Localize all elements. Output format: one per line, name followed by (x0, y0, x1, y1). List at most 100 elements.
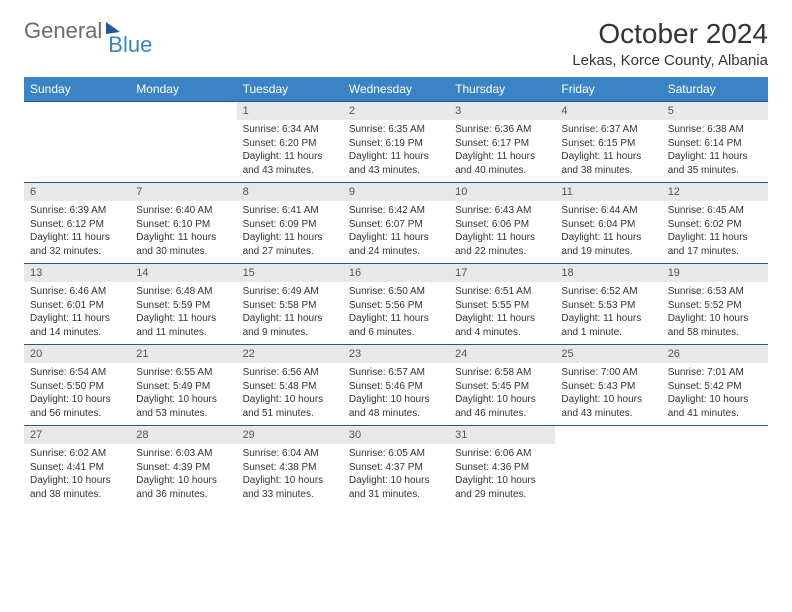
day-number: 2 (343, 102, 449, 120)
day-cell: 26Sunrise: 7:01 AMSunset: 5:42 PMDayligh… (662, 345, 768, 426)
day-number: 17 (449, 264, 555, 282)
day-info: Sunrise: 6:48 AMSunset: 5:59 PMDaylight:… (130, 282, 236, 344)
day-cell: 23Sunrise: 6:57 AMSunset: 5:46 PMDayligh… (343, 345, 449, 426)
day-info: Sunrise: 6:49 AMSunset: 5:58 PMDaylight:… (237, 282, 343, 344)
day-cell: 4Sunrise: 6:37 AMSunset: 6:15 PMDaylight… (555, 102, 661, 183)
day-cell: 6Sunrise: 6:39 AMSunset: 6:12 PMDaylight… (24, 183, 130, 264)
day-header: Tuesday (237, 77, 343, 102)
day-info: Sunrise: 6:05 AMSunset: 4:37 PMDaylight:… (343, 444, 449, 506)
day-number: 26 (662, 345, 768, 363)
day-info: Sunrise: 6:51 AMSunset: 5:55 PMDaylight:… (449, 282, 555, 344)
day-number: 5 (662, 102, 768, 120)
day-cell: 3Sunrise: 6:36 AMSunset: 6:17 PMDaylight… (449, 102, 555, 183)
day-info: Sunrise: 6:58 AMSunset: 5:45 PMDaylight:… (449, 363, 555, 425)
day-cell: 27Sunrise: 6:02 AMSunset: 4:41 PMDayligh… (24, 426, 130, 507)
day-info: Sunrise: 6:38 AMSunset: 6:14 PMDaylight:… (662, 120, 768, 182)
day-cell: 16Sunrise: 6:50 AMSunset: 5:56 PMDayligh… (343, 264, 449, 345)
day-header: Friday (555, 77, 661, 102)
week-row: 27Sunrise: 6:02 AMSunset: 4:41 PMDayligh… (24, 426, 768, 507)
day-info: Sunrise: 6:45 AMSunset: 6:02 PMDaylight:… (662, 201, 768, 263)
day-number: 4 (555, 102, 661, 120)
day-cell: 22Sunrise: 6:56 AMSunset: 5:48 PMDayligh… (237, 345, 343, 426)
day-header: Thursday (449, 77, 555, 102)
day-info: Sunrise: 6:06 AMSunset: 4:36 PMDaylight:… (449, 444, 555, 506)
day-cell: 14Sunrise: 6:48 AMSunset: 5:59 PMDayligh… (130, 264, 236, 345)
title-block: October 2024 Lekas, Korce County, Albani… (572, 18, 768, 69)
day-cell (130, 102, 236, 183)
day-cell: 28Sunrise: 6:03 AMSunset: 4:39 PMDayligh… (130, 426, 236, 507)
day-number: 25 (555, 345, 661, 363)
day-number: 7 (130, 183, 236, 201)
day-cell: 7Sunrise: 6:40 AMSunset: 6:10 PMDaylight… (130, 183, 236, 264)
day-info: Sunrise: 6:44 AMSunset: 6:04 PMDaylight:… (555, 201, 661, 263)
day-cell: 12Sunrise: 6:45 AMSunset: 6:02 PMDayligh… (662, 183, 768, 264)
day-cell: 2Sunrise: 6:35 AMSunset: 6:19 PMDaylight… (343, 102, 449, 183)
day-number: 22 (237, 345, 343, 363)
day-number: 18 (555, 264, 661, 282)
day-cell: 15Sunrise: 6:49 AMSunset: 5:58 PMDayligh… (237, 264, 343, 345)
page-header: General Blue October 2024 Lekas, Korce C… (24, 18, 768, 69)
day-number: 8 (237, 183, 343, 201)
day-info: Sunrise: 6:46 AMSunset: 6:01 PMDaylight:… (24, 282, 130, 344)
day-cell (555, 426, 661, 507)
day-cell (662, 426, 768, 507)
logo: General Blue (24, 18, 152, 44)
location-text: Lekas, Korce County, Albania (572, 52, 768, 69)
day-info: Sunrise: 6:57 AMSunset: 5:46 PMDaylight:… (343, 363, 449, 425)
day-info: Sunrise: 6:42 AMSunset: 6:07 PMDaylight:… (343, 201, 449, 263)
day-info: Sunrise: 6:03 AMSunset: 4:39 PMDaylight:… (130, 444, 236, 506)
day-info: Sunrise: 6:34 AMSunset: 6:20 PMDaylight:… (237, 120, 343, 182)
day-cell: 13Sunrise: 6:46 AMSunset: 6:01 PMDayligh… (24, 264, 130, 345)
calendar-table: SundayMondayTuesdayWednesdayThursdayFrid… (24, 77, 768, 506)
day-cell: 29Sunrise: 6:04 AMSunset: 4:38 PMDayligh… (237, 426, 343, 507)
week-row: 13Sunrise: 6:46 AMSunset: 6:01 PMDayligh… (24, 264, 768, 345)
day-cell (24, 102, 130, 183)
day-info: Sunrise: 6:41 AMSunset: 6:09 PMDaylight:… (237, 201, 343, 263)
day-info: Sunrise: 6:40 AMSunset: 6:10 PMDaylight:… (130, 201, 236, 263)
day-cell: 18Sunrise: 6:52 AMSunset: 5:53 PMDayligh… (555, 264, 661, 345)
week-row: 6Sunrise: 6:39 AMSunset: 6:12 PMDaylight… (24, 183, 768, 264)
calendar-body: 1Sunrise: 6:34 AMSunset: 6:20 PMDaylight… (24, 102, 768, 507)
day-info: Sunrise: 6:56 AMSunset: 5:48 PMDaylight:… (237, 363, 343, 425)
day-info: Sunrise: 6:04 AMSunset: 4:38 PMDaylight:… (237, 444, 343, 506)
day-number: 13 (24, 264, 130, 282)
day-cell: 1Sunrise: 6:34 AMSunset: 6:20 PMDaylight… (237, 102, 343, 183)
day-cell: 20Sunrise: 6:54 AMSunset: 5:50 PMDayligh… (24, 345, 130, 426)
day-number: 6 (24, 183, 130, 201)
day-cell: 10Sunrise: 6:43 AMSunset: 6:06 PMDayligh… (449, 183, 555, 264)
day-number: 28 (130, 426, 236, 444)
day-number: 3 (449, 102, 555, 120)
day-cell: 17Sunrise: 6:51 AMSunset: 5:55 PMDayligh… (449, 264, 555, 345)
day-info: Sunrise: 6:36 AMSunset: 6:17 PMDaylight:… (449, 120, 555, 182)
day-number: 10 (449, 183, 555, 201)
day-info: Sunrise: 6:39 AMSunset: 6:12 PMDaylight:… (24, 201, 130, 263)
day-info: Sunrise: 6:35 AMSunset: 6:19 PMDaylight:… (343, 120, 449, 182)
day-cell: 9Sunrise: 6:42 AMSunset: 6:07 PMDaylight… (343, 183, 449, 264)
day-cell: 21Sunrise: 6:55 AMSunset: 5:49 PMDayligh… (130, 345, 236, 426)
day-number: 27 (24, 426, 130, 444)
day-cell: 30Sunrise: 6:05 AMSunset: 4:37 PMDayligh… (343, 426, 449, 507)
day-info: Sunrise: 7:00 AMSunset: 5:43 PMDaylight:… (555, 363, 661, 425)
day-header: Sunday (24, 77, 130, 102)
calendar-header-row: SundayMondayTuesdayWednesdayThursdayFrid… (24, 77, 768, 102)
day-number: 1 (237, 102, 343, 120)
day-header: Monday (130, 77, 236, 102)
week-row: 1Sunrise: 6:34 AMSunset: 6:20 PMDaylight… (24, 102, 768, 183)
day-info: Sunrise: 6:43 AMSunset: 6:06 PMDaylight:… (449, 201, 555, 263)
day-info: Sunrise: 6:53 AMSunset: 5:52 PMDaylight:… (662, 282, 768, 344)
day-number: 29 (237, 426, 343, 444)
day-info: Sunrise: 6:55 AMSunset: 5:49 PMDaylight:… (130, 363, 236, 425)
week-row: 20Sunrise: 6:54 AMSunset: 5:50 PMDayligh… (24, 345, 768, 426)
day-number: 31 (449, 426, 555, 444)
logo-text-general: General (24, 18, 102, 44)
day-number: 19 (662, 264, 768, 282)
logo-text-blue: Blue (108, 32, 152, 58)
day-cell: 31Sunrise: 6:06 AMSunset: 4:36 PMDayligh… (449, 426, 555, 507)
day-number: 12 (662, 183, 768, 201)
day-number: 20 (24, 345, 130, 363)
day-info: Sunrise: 7:01 AMSunset: 5:42 PMDaylight:… (662, 363, 768, 425)
day-number: 23 (343, 345, 449, 363)
day-number: 16 (343, 264, 449, 282)
day-info: Sunrise: 6:50 AMSunset: 5:56 PMDaylight:… (343, 282, 449, 344)
day-cell: 24Sunrise: 6:58 AMSunset: 5:45 PMDayligh… (449, 345, 555, 426)
